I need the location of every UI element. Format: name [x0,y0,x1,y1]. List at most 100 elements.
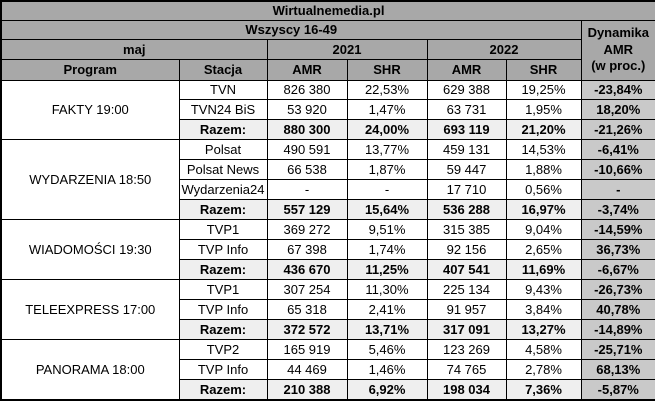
amr-2021-cell: 66 538 [266,159,348,181]
shr-2022-cell: 3,84% [505,298,582,320]
station-cell: TVP1 [178,219,268,241]
dynamics-cell: -25,71% [580,338,655,360]
total-row: Razem: 557 129 15,64% 536 288 16,97% -3,74% [1,199,655,221]
station-row: TELEEXPRESS 17:00 TVP1 307 254 11,30% 225 13… [0,279,655,340]
program-cell: TELEEXPRESS 17:00 [0,279,180,340]
station-cell: Polsat [178,139,268,161]
audience-label: Wszyscy 16-49 [0,19,582,40]
shr-2022-cell: 13,27% [505,318,582,340]
amr-2021-cell: 44 469 [266,358,348,380]
station-cell: TVN24 BiS [178,99,268,121]
shr-2021-cell: 24,00% [346,119,428,141]
shr-2022-cell: 2,65% [505,239,582,261]
station-cell: Wydarzenia24 [178,179,268,201]
program-cell: WIADOMOŚCI 19:30 [0,219,180,281]
dynamics-cell: 36,73% [580,239,655,261]
station-cell: Razem: [178,259,268,281]
station-row: FAKTY 19:00 TVN 826 380 22,53% 629 388 19,25%… [0,79,655,141]
amr-2022-cell: 225 134 [426,279,507,300]
shr-2022-cell: 19,25% [505,79,582,101]
dynamics-cell: - [580,179,655,201]
shr-2021-cell: 6,92% [346,378,428,401]
station-row: PANORAMA 18:00 TVP2 165 919 5,46% 123 269 4,5… [0,338,655,401]
col-header-amr-2022: AMR [426,58,507,81]
audience-row: Wszyscy 16-49 Dynamika AMR (w proc.) [0,19,655,81]
shr-2021-cell: 22,53% [346,79,428,101]
amr-2021-cell: 307 254 [266,279,348,300]
station-cell: TVP Info [178,239,268,261]
amr-2021-cell: 880 300 [266,119,348,141]
amr-2022-cell: 198 034 [426,378,507,401]
col-header-shr-2021: SHR [346,58,428,81]
year-2022-label: 2022 [426,38,582,60]
station-cell: Razem: [178,199,268,221]
station-row: TVN24 BiS 53 920 1,47% 63 731 1,95% 18,20% [1,99,655,121]
station-cell: Razem: [178,318,268,340]
program-cell: WYDARZENIA 18:50 [0,139,180,221]
amr-2022-cell: 59 447 [426,159,507,181]
total-row: Razem: 880 300 24,00% 693 119 21,20% -21,26% [1,119,655,141]
shr-2021-cell: 13,71% [346,318,428,340]
shr-2021-cell: 2,41% [346,298,428,320]
amr-2022-cell: 17 710 [426,179,507,201]
dynamics-header-line2: AMR [603,41,634,57]
amr-2021-cell: 65 318 [266,298,348,320]
station-row: WYDARZENIA 18:50 Polsat 490 591 13,77% 459 1… [0,139,655,221]
shr-2021-cell: 1,47% [346,99,428,121]
shr-2022-cell: 4,58% [505,338,582,360]
dynamics-cell: -14,59% [580,219,655,241]
station-row: TVP Info 44 469 1,46% 74 765 2,78% 68,13% [1,358,655,380]
station-cell: TVP2 [178,338,268,360]
title-row: Wirtualnemedia.pl [0,0,655,21]
total-row: Razem: 210 388 6,92% 198 034 7,36% -5,87% [1,378,655,401]
dynamics-cell: -3,74% [580,199,655,221]
shr-2021-cell: 13,77% [346,139,428,161]
col-header-amr-2021: AMR [266,58,348,81]
shr-2022-cell: 16,97% [505,199,582,221]
col-header-shr-2022: SHR [505,58,582,81]
dynamics-cell: 18,20% [580,99,655,121]
shr-2021-cell: 9,51% [346,219,428,241]
period-label: maj [0,38,268,60]
station-cell: TVP Info [178,358,268,380]
station-row: Polsat News 66 538 1,87% 59 447 1,88% -10,66% [1,159,655,181]
dynamics-header: Dynamika AMR (w proc.) [580,19,655,81]
amr-2022-cell: 629 388 [426,79,507,101]
dynamics-cell: -21,26% [580,119,655,141]
amr-2022-cell: 123 269 [426,338,507,360]
station-cell: Razem: [178,119,268,141]
shr-2021-cell: - [346,179,428,201]
page-title: Wirtualnemedia.pl [0,0,655,21]
amr-2022-cell: 92 156 [426,239,507,261]
amr-2021-cell: - [266,179,348,201]
amr-2022-cell: 407 541 [426,259,507,281]
shr-2021-cell: 11,30% [346,279,428,300]
shr-2022-cell: 14,53% [505,139,582,161]
shr-2022-cell: 7,36% [505,378,582,401]
col-header-program: Program [0,58,180,81]
dynamics-cell: -6,67% [580,259,655,281]
table-body: FAKTY 19:00 TVN 826 380 22,53% 629 388 19,25%… [0,79,655,401]
shr-2022-cell: 1,88% [505,159,582,181]
amr-2021-cell: 165 919 [266,338,348,360]
amr-2022-cell: 459 131 [426,139,507,161]
shr-2021-cell: 15,64% [346,199,428,221]
station-cell: TVN [178,79,268,101]
amr-2022-cell: 536 288 [426,199,507,221]
program-cell: PANORAMA 18:00 [0,338,180,401]
dynamics-cell: 40,78% [580,298,655,320]
amr-2022-cell: 317 091 [426,318,507,340]
amr-2021-cell: 436 670 [266,259,348,281]
dynamics-cell: -14,89% [580,318,655,340]
amr-2022-cell: 693 119 [426,119,507,141]
station-row: WIADOMOŚCI 19:30 TVP1 369 272 9,51% 315 385 9… [0,219,655,281]
amr-2021-cell: 490 591 [266,139,348,161]
amr-2022-cell: 74 765 [426,358,507,380]
col-header-station: Stacja [178,58,268,81]
station-row: TVP Info 67 398 1,74% 92 156 2,65% 36,73% [1,239,655,261]
shr-2022-cell: 9,04% [505,219,582,241]
shr-2021-cell: 5,46% [346,338,428,360]
amr-2021-cell: 53 920 [266,99,348,121]
amr-2022-cell: 63 731 [426,99,507,121]
